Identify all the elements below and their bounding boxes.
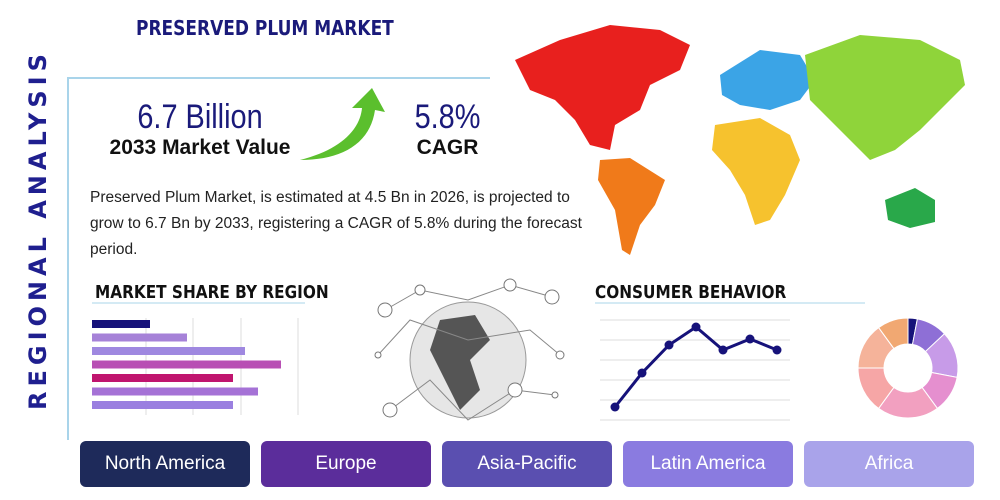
- region-tab[interactable]: Africa: [804, 441, 974, 487]
- frame: [67, 77, 490, 440]
- map-africa: [712, 118, 800, 225]
- bar: [92, 401, 233, 409]
- bar: [92, 374, 233, 382]
- line-gridlines: [600, 319, 790, 421]
- cagr-value: 5.8%: [414, 98, 481, 136]
- line-point: [664, 340, 674, 350]
- bar: [92, 333, 187, 342]
- stat-value: 6.7 Billion: [137, 98, 263, 136]
- stat-caption: 2033 Market Value: [109, 136, 291, 159]
- line-point: [691, 322, 701, 332]
- line-point: [637, 368, 647, 378]
- line-point: [745, 334, 755, 344]
- region-tab[interactable]: North America: [80, 441, 250, 487]
- bar: [92, 360, 281, 369]
- title: PRESERVED PLUM MARKET: [136, 16, 394, 40]
- section-title: CONSUMER BEHAVIOR: [595, 282, 787, 303]
- line-point: [772, 345, 782, 355]
- map-oceania: [885, 188, 935, 228]
- bar: [92, 320, 150, 328]
- description: Preserved Plum Market, is estimated at 4…: [90, 189, 582, 258]
- region-tab[interactable]: Europe: [261, 441, 431, 487]
- region-tab[interactable]: Latin America: [623, 441, 793, 487]
- map-north-america: [515, 25, 690, 150]
- map-europe: [720, 50, 815, 110]
- donut-slice: [877, 317, 909, 350]
- map-south-america: [598, 158, 665, 255]
- growth-arrow: [300, 88, 385, 160]
- network: [377, 284, 561, 421]
- section-title: MARKET SHARE BY REGION: [95, 282, 329, 303]
- side-label: REGIONAL ANALYSIS: [24, 49, 52, 410]
- bar: [92, 347, 245, 355]
- bar: [92, 387, 258, 396]
- network-nodes: [374, 278, 565, 418]
- map-asia: [805, 35, 965, 160]
- line-point: [610, 402, 620, 412]
- cagr-caption: CAGR: [416, 136, 479, 159]
- region-tab[interactable]: Asia-Pacific: [442, 441, 612, 487]
- line-point: [718, 345, 728, 355]
- region-tabs: North America Europe Asia-Pacific Latin Ame…: [80, 441, 980, 489]
